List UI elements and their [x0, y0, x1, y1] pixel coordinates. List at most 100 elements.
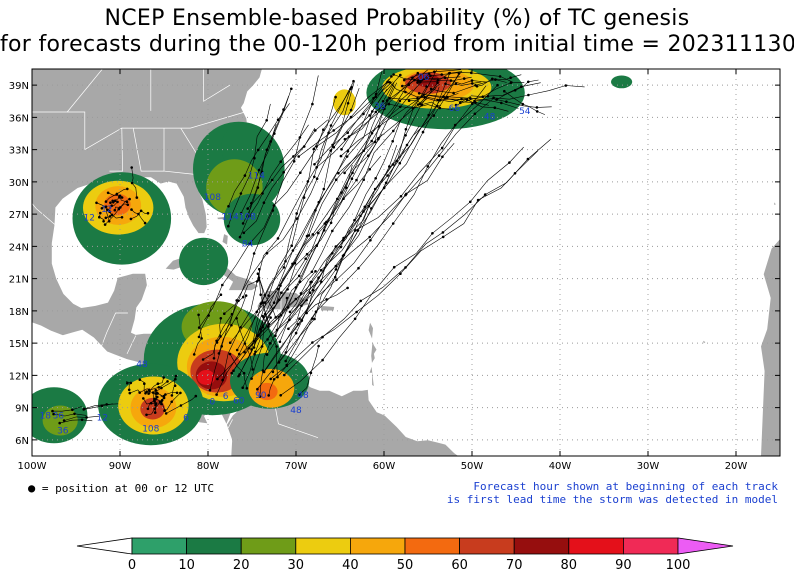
lat-tick-label: 27N — [9, 210, 29, 221]
storm-track — [248, 85, 487, 349]
forecast-hour-label: 6 — [183, 414, 189, 424]
storm-track — [247, 119, 328, 209]
storm-track — [146, 381, 168, 392]
colorbar-over-arrow — [677, 537, 734, 555]
storm-track — [298, 79, 390, 157]
map-frame — [31, 68, 781, 457]
track-dot — [237, 374, 240, 378]
track-dot — [62, 419, 66, 422]
title-line-1: NCEP Ensemble-based Probability (%) of T… — [104, 6, 690, 31]
track-dot — [192, 353, 196, 356]
storm-track — [154, 393, 158, 401]
storm-track — [110, 200, 116, 203]
genesis-area — [179, 237, 229, 286]
storm-track — [139, 379, 146, 394]
forecast-hour-label: 90 — [255, 391, 267, 401]
forecast-hour-label: 108 — [204, 193, 221, 203]
forecast-note: Forecast hour shown at beginning of each… — [447, 480, 778, 506]
storm-track — [166, 395, 196, 414]
storm-track — [131, 167, 138, 198]
track-dot — [128, 391, 132, 395]
africa-landmass — [760, 69, 780, 456]
probability-colorbar: 0 10 20 30 40 50 60 70 80 90 100 — [76, 537, 734, 573]
storm-track — [156, 392, 178, 397]
track-dot — [153, 411, 157, 414]
colorbar-tick-label: 40 — [342, 558, 359, 573]
storm-track — [114, 203, 128, 211]
storm-track — [263, 86, 440, 373]
track-dot — [106, 191, 110, 195]
storm-track — [259, 269, 270, 325]
colorbar-tick-label: 50 — [397, 558, 414, 573]
storm-track — [286, 73, 460, 366]
forecast-hour-label: 60 — [233, 396, 245, 406]
track-dot — [251, 368, 254, 371]
track-dot — [276, 375, 279, 379]
colorbar-tick-label: 10 — [178, 558, 195, 573]
storm-track — [341, 74, 401, 150]
storm-track — [257, 145, 398, 390]
storm-track — [257, 273, 276, 318]
storm-track — [306, 287, 348, 314]
storm-track — [236, 77, 413, 351]
storm-track — [316, 72, 419, 168]
storm-track — [253, 97, 336, 348]
colorbar-swatch — [240, 537, 297, 555]
lon-tick-label: 90W — [109, 461, 132, 472]
genesis-area — [611, 75, 633, 89]
storm-track — [213, 318, 222, 359]
colorbar-swatch — [623, 537, 679, 555]
track-dot — [164, 412, 168, 415]
forecast-hour-label: 48 — [136, 360, 148, 370]
forecast-hour-label: 84 — [242, 239, 254, 249]
storm-track — [441, 72, 513, 83]
storm-track — [409, 99, 441, 107]
track-dot — [215, 393, 218, 396]
lon-tick-label: 70W — [285, 461, 308, 472]
lat-tick-label: 9N — [15, 404, 29, 415]
storm-track — [125, 381, 132, 390]
colorbar-tick-label: 60 — [451, 558, 468, 573]
storm-track — [148, 378, 176, 394]
storm-track — [131, 209, 146, 224]
track-dot — [334, 95, 337, 99]
storm-track — [84, 403, 119, 410]
storm-track — [344, 73, 430, 174]
track-dot — [197, 335, 201, 339]
storm-track — [154, 401, 158, 406]
storm-track — [270, 150, 539, 380]
genesis-area — [42, 405, 78, 436]
forecast-hour-label: 48 — [290, 406, 302, 416]
lon-tick-label: 40W — [549, 461, 572, 472]
storm-track — [474, 98, 552, 108]
storm-track — [159, 395, 165, 403]
forecast-hour-label: 6 — [223, 392, 229, 402]
lat-tick-label: 33N — [9, 146, 29, 157]
storm-track — [224, 279, 259, 314]
genesis-area — [104, 193, 131, 216]
genesis-area — [256, 382, 278, 401]
genesis-area — [197, 370, 215, 385]
storm-track — [109, 201, 118, 212]
storm-track — [443, 96, 519, 109]
storm-track — [149, 377, 164, 392]
position-dot-icon: ● — [28, 481, 36, 495]
colorbar-swatch — [349, 537, 406, 555]
forecast-note-line-2: is first lead time the storm was detecte… — [446, 493, 778, 506]
storm-track — [193, 314, 202, 355]
storm-track — [171, 375, 177, 396]
storm-track — [450, 79, 507, 85]
lon-tick-label: 30W — [637, 461, 660, 472]
lat-tick-label: 6N — [15, 436, 29, 447]
storm-track — [420, 97, 467, 105]
lat-tick-label: 12N — [9, 371, 29, 382]
storm-track — [288, 281, 312, 330]
storm-track — [105, 214, 123, 219]
track-dot — [83, 407, 86, 411]
storm-track — [314, 81, 393, 165]
storm-track — [431, 81, 488, 94]
storm-track — [129, 388, 150, 394]
canary-islands — [773, 200, 778, 207]
track-dot — [170, 394, 174, 397]
bahamas-andros — [221, 232, 229, 246]
